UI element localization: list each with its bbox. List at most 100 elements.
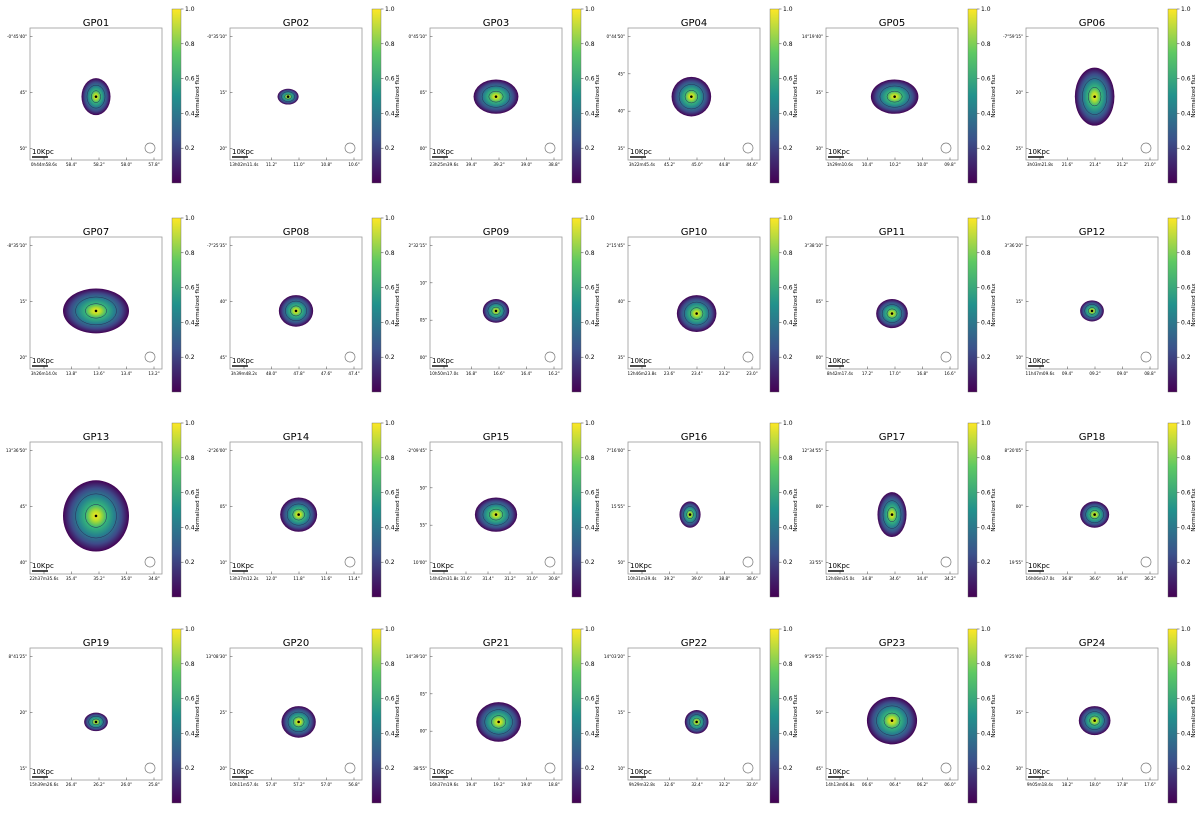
colorbar-tick-label: 0.2 xyxy=(981,559,991,566)
colorbar-tick-label: 1.0 xyxy=(585,420,595,427)
panel-title: GP01 xyxy=(83,18,110,29)
ra-tick-label: 06.0" xyxy=(944,782,955,787)
dec-tick-label: 15" xyxy=(20,299,27,304)
colorbar-label: Normalized flux xyxy=(991,74,997,118)
ra-tick-label: 10.8" xyxy=(321,162,332,167)
beam-size-circle xyxy=(742,556,754,568)
colorbar-tick-label: 0.2 xyxy=(585,765,595,772)
colorbar-label: Normalized flux xyxy=(991,488,997,532)
panel-gp14: GP14 10Kpc -2°26'00" 05" 10" 13h37m12.2s 12.0"… xyxy=(207,420,401,598)
ra-tick-label: 18.2" xyxy=(1062,782,1073,787)
panel-title: GP23 xyxy=(879,638,906,649)
colorbar-label: Normalized flux xyxy=(793,694,799,738)
contour-outer xyxy=(678,84,704,110)
colorbar-label: Normalized flux xyxy=(793,74,799,118)
colorbar-tick-label: 0.4 xyxy=(185,110,195,117)
ra-tick-label: 13h02m11.4s xyxy=(230,162,259,167)
contour-inner xyxy=(684,90,698,104)
ra-tick-label: 35.2" xyxy=(93,576,104,581)
panel-title: GP09 xyxy=(483,227,510,238)
scale-bar-label: 10Kpc xyxy=(32,148,54,156)
panel-gp02: GP02 10Kpc -0°35'10" 15" 20" 13h02m11.4s 11.2"… xyxy=(207,6,401,184)
contour-inner xyxy=(491,306,501,315)
colorbar xyxy=(967,217,978,393)
source-center-marker xyxy=(286,95,290,98)
contour-inner xyxy=(85,504,107,528)
colorbar-tick-label: 0.8 xyxy=(1181,455,1191,462)
dec-tick-label: 25" xyxy=(1016,146,1023,151)
colorbar-tick-label: 0.4 xyxy=(185,319,195,326)
colorbar-tick-label: 0.4 xyxy=(385,730,395,737)
colorbar xyxy=(371,8,382,184)
panel-gp03: GP03 10Kpc 0°45'10" 05" 00" 23h25m39.6s 39.4" 3… xyxy=(409,6,601,184)
ra-tick-label: 16.6" xyxy=(944,371,955,376)
colorbar-label: Normalized flux xyxy=(991,283,997,327)
colorbar-tick-label: 0.2 xyxy=(981,765,991,772)
ra-tick-label: 3h26m14.0s xyxy=(31,371,57,376)
ra-tick-label: 35.0" xyxy=(121,576,132,581)
colorbar xyxy=(967,8,978,184)
ra-tick-label: 23.2" xyxy=(719,371,730,376)
colorbar xyxy=(1167,217,1178,393)
colorbar-tick-label: 0.4 xyxy=(981,319,991,326)
dec-tick-label: 35" xyxy=(618,146,625,151)
ra-tick-label: 39.2" xyxy=(493,162,504,167)
colorbar-label: Normalized flux xyxy=(195,74,201,118)
colorbar xyxy=(371,217,382,393)
dec-tick-label: 35" xyxy=(618,355,625,360)
dec-tick-label: 20" xyxy=(20,355,27,360)
dec-tick-label: 15'55" xyxy=(611,504,625,509)
panel-title: GP19 xyxy=(83,638,110,649)
panel-gp08: GP08 10Kpc -7°25'35" 40" 45" 3h39m48.2s 48.0" 4… xyxy=(207,215,401,393)
colorbar-label: Normalized flux xyxy=(395,694,401,738)
dec-tick-label: 8°20'05" xyxy=(1005,448,1024,453)
beam-size-circle xyxy=(344,556,356,568)
contour-outer xyxy=(1082,78,1108,115)
ra-tick-label: 38.6" xyxy=(746,576,757,581)
panel-title: GP22 xyxy=(681,638,708,649)
dec-tick-label: 38'55" xyxy=(413,766,427,771)
ra-tick-label: 26.2" xyxy=(93,782,104,787)
ra-tick-label: 58.0" xyxy=(121,162,132,167)
colorbar-tick-label: 0.8 xyxy=(1181,661,1191,668)
panel-gp16: GP16 10Kpc 7°16'00" 15'55" 50" 10h31m39.4s 39.… xyxy=(607,420,799,598)
colorbar-tick-label: 0.8 xyxy=(585,455,595,462)
colorbar-tick-label: 1.0 xyxy=(981,6,991,13)
colorbar-tick-label: 0.4 xyxy=(385,110,395,117)
colorbar-tick-label: 0.8 xyxy=(1181,41,1191,48)
panel-gp15: GP15 10Kpc -2°09'45" 50" 55" 10'00" 14h42m31.8… xyxy=(407,420,601,598)
dec-tick-label: 50" xyxy=(20,146,27,151)
contour-outer xyxy=(882,500,902,529)
beam-size-circle xyxy=(144,556,156,568)
ra-tick-label: 36.6" xyxy=(1089,576,1100,581)
colorbar-label: Normalized flux xyxy=(1191,694,1197,738)
colorbar-tick-label: 0.2 xyxy=(385,765,395,772)
ra-tick-label: 14h13m06.8s xyxy=(826,782,855,787)
dec-tick-label: 3°36'20" xyxy=(1005,243,1024,248)
colorbar-tick-label: 0.2 xyxy=(783,145,793,152)
contour-inner xyxy=(488,508,504,521)
scale-bar-label: 10Kpc xyxy=(232,562,254,570)
colorbar-tick-label: 1.0 xyxy=(783,626,793,633)
colorbar-label: Normalized flux xyxy=(1191,283,1197,327)
contour-inner xyxy=(887,507,897,523)
ra-tick-label: 16.8" xyxy=(466,371,477,376)
ra-tick-label: 08.8" xyxy=(1144,371,1155,376)
ra-tick-label: 57.2" xyxy=(293,782,304,787)
colorbar-tick-label: 0.6 xyxy=(1181,490,1191,497)
colorbar-tick-label: 0.6 xyxy=(783,490,793,497)
colorbar-tick-label: 0.4 xyxy=(585,110,595,117)
source-center-marker xyxy=(695,720,698,724)
dec-tick-label: 40" xyxy=(618,299,625,304)
ra-tick-label: 39.2" xyxy=(664,576,675,581)
ra-tick-label: 18.8" xyxy=(548,782,559,787)
ra-tick-label: 17.2" xyxy=(862,371,873,376)
dec-tick-label: 33'55" xyxy=(809,560,823,565)
ra-tick-label: 0h44m58.6s xyxy=(31,162,57,167)
colorbar-tick-label: 0.2 xyxy=(185,559,195,566)
colorbar-tick-label: 0.6 xyxy=(385,285,395,292)
colorbar-tick-label: 0.2 xyxy=(981,145,991,152)
colorbar-tick-label: 0.4 xyxy=(585,319,595,326)
ra-tick-label: 12h46m23.8s xyxy=(628,371,657,376)
ra-tick-label: 3h03m21.8s xyxy=(1027,162,1053,167)
